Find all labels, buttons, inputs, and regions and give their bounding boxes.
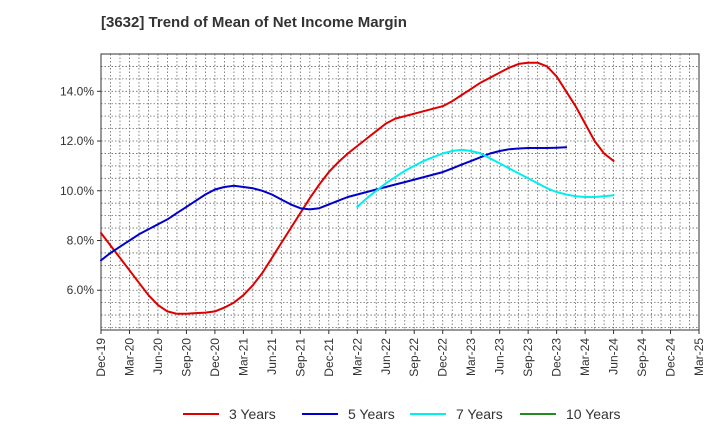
legend-label: 7 Years	[456, 406, 503, 422]
x-tick-label: Dec-20	[208, 338, 222, 377]
plot-area	[101, 54, 699, 330]
legend-label: 5 Years	[348, 406, 395, 422]
x-tick-label: Sep-21	[293, 338, 307, 377]
legend-label: 3 Years	[229, 406, 276, 422]
x-tick-label: Mar-22	[350, 338, 364, 376]
x-tick-label: Dec-21	[322, 338, 336, 377]
legend-item: 5 Years	[302, 402, 395, 426]
y-tick-label: 8.0%	[67, 233, 95, 247]
series-line-7-years	[356, 148, 615, 208]
x-tick-label: Jun-21	[265, 338, 279, 375]
legend-item: 3 Years	[183, 402, 276, 426]
plot-frame	[100, 53, 700, 331]
legend-swatch	[183, 413, 219, 415]
legend-label: 10 Years	[566, 406, 621, 422]
chart-legend: 3 Years 5 Years 7 Years 10 Years	[0, 402, 720, 426]
x-tick-label: Jun-24	[607, 338, 621, 375]
x-tick-label: Mar-24	[578, 338, 592, 376]
legend-item: 7 Years	[410, 402, 503, 426]
x-tick-label: Dec-24	[664, 338, 678, 377]
x-tick-label: Jun-20	[151, 338, 165, 375]
x-tick-label: Jun-22	[379, 338, 393, 375]
x-tick-label: Dec-22	[436, 338, 450, 377]
legend-swatch	[410, 413, 446, 415]
series-line-5-years	[100, 146, 568, 262]
series-line-3-years	[100, 61, 615, 315]
x-tick-label: Mar-20	[122, 338, 136, 376]
x-tick-label: Sep-20	[179, 338, 193, 377]
y-tick-label: 10.0%	[60, 184, 94, 198]
legend-swatch	[520, 413, 556, 415]
x-tick-label: Sep-23	[521, 338, 535, 377]
x-tick-label: Sep-24	[635, 338, 649, 377]
x-tick-label: Mar-25	[692, 338, 706, 376]
x-tick-label: Dec-23	[550, 338, 564, 377]
x-tick-label: Jun-23	[493, 338, 507, 375]
legend-swatch	[302, 413, 338, 415]
x-tick-label: Sep-22	[407, 338, 421, 377]
x-tick-label: Mar-21	[236, 338, 250, 376]
x-tick-label: Dec-19	[94, 338, 108, 377]
chart-title: [3632] Trend of Mean of Net Income Margi…	[101, 14, 407, 31]
y-tick-label: 6.0%	[67, 283, 95, 297]
x-tick-label: Mar-23	[464, 338, 478, 376]
y-tick-label: 12.0%	[60, 134, 94, 148]
legend-item: 10 Years	[520, 402, 621, 426]
y-tick-label: 14.0%	[60, 84, 94, 98]
